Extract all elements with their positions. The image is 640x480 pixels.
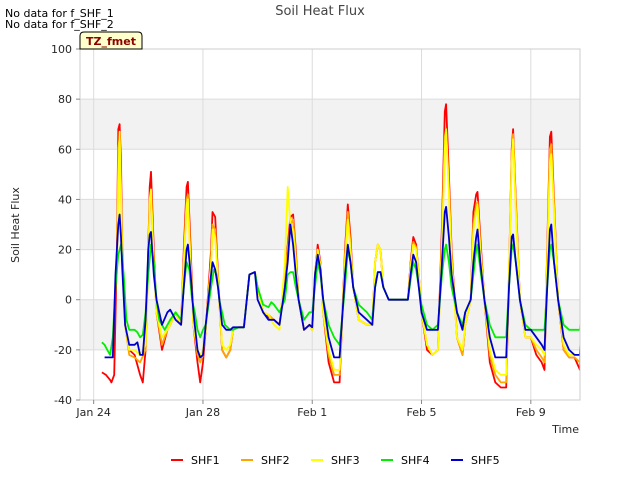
y-tick-labels: -40 -20 0 20 40 60 80 100: [51, 43, 80, 407]
no-data-note-1: No data for f_SHF_1: [5, 7, 114, 20]
chart-title: Soil Heat Flux: [275, 4, 365, 19]
legend-label-shf4: SHF4: [401, 454, 430, 467]
series-line-shf5: [104, 205, 580, 359]
x-axis-label: Time: [551, 423, 579, 436]
no-data-note-2: No data for f_SHF_2: [5, 18, 114, 31]
tz-badge-box: [79, 31, 143, 50]
y-tick-label-1: -20: [54, 344, 72, 357]
x-tick-label-0: Jan 24: [75, 406, 110, 419]
legend-label-shf1: SHF1: [191, 454, 220, 467]
legend-label-shf3: SHF3: [331, 454, 360, 467]
plot-frame: [79, 48, 581, 401]
axes: [79, 48, 581, 401]
x-tick-label-4: Feb 9: [516, 406, 546, 419]
legend-label-shf2: SHF2: [261, 454, 290, 467]
legend-label-shf5: SHF5: [471, 454, 500, 467]
series-lines: [101, 103, 580, 389]
y-tick-label-6: 80: [58, 93, 72, 106]
tz-badge: TZ_fmet: [79, 31, 143, 50]
legend: SHF1 SHF2 SHF3 SHF4 SHF5: [171, 454, 500, 467]
x-tick-label-2: Feb 1: [297, 406, 327, 419]
shaded-band-2: [80, 99, 580, 150]
y-tick-label-4: 40: [58, 193, 72, 206]
x-tick-labels: Jan 24 Jan 28 Feb 1 Feb 5 Feb 9: [75, 400, 546, 419]
x-tick-label-3: Feb 5: [407, 406, 437, 419]
shaded-band-1: [80, 199, 580, 250]
shaded-bands: [80, 49, 580, 400]
y-tick-label-5: 60: [58, 143, 72, 156]
y-tick-label-0: -40: [54, 394, 72, 407]
y-tick-label-3: 20: [58, 244, 72, 257]
y-axis-label: Soil Heat Flux: [9, 187, 22, 263]
tz-badge-label: TZ_fmet: [86, 35, 136, 48]
x-tick-label-1: Jan 28: [185, 406, 220, 419]
y-tick-label-2: 0: [65, 294, 72, 307]
y-tick-label-7: 100: [51, 43, 72, 56]
